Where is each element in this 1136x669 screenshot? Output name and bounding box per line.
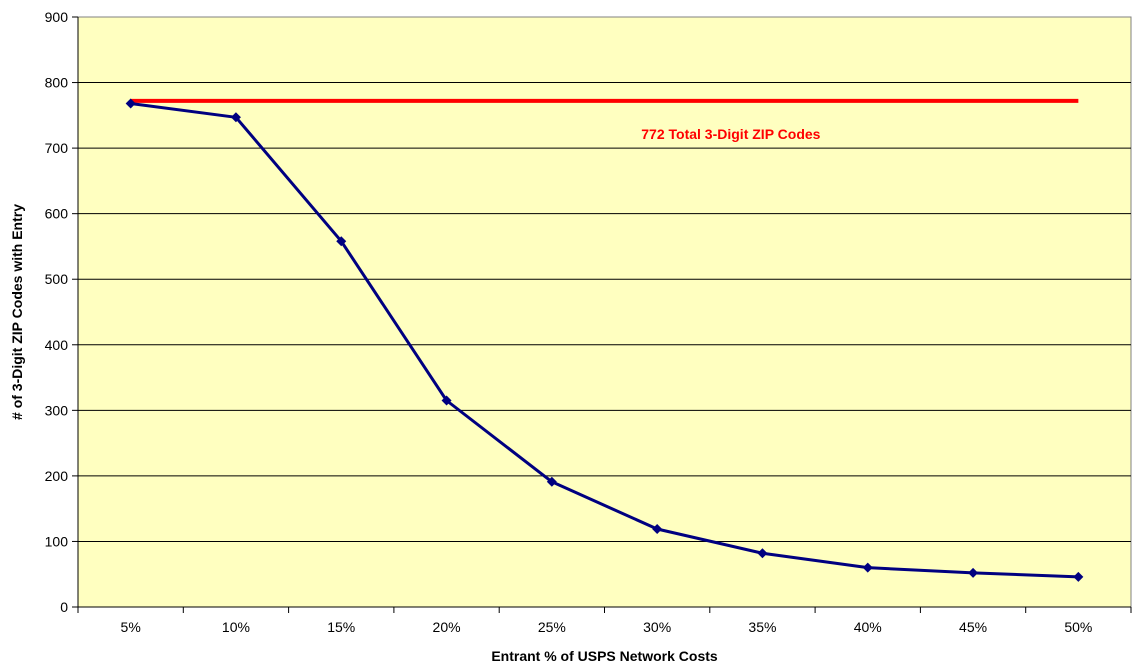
data-point — [230, 112, 241, 123]
data-point — [546, 476, 557, 487]
x-tick-label: 5% — [121, 619, 141, 635]
y-tick-label: 0 — [60, 599, 68, 615]
data-point — [1073, 571, 1084, 582]
x-tick-label: 25% — [538, 619, 566, 635]
series-group — [125, 98, 1084, 582]
x-tick-label: 40% — [854, 619, 882, 635]
y-axis-title: # of 3-Digit ZIP Codes with Entry — [9, 204, 25, 420]
reference-line-group: 772 Total 3-Digit ZIP Codes — [130, 98, 1079, 142]
data-point — [862, 562, 873, 573]
x-tick-label: 15% — [327, 619, 355, 635]
data-point — [336, 236, 347, 247]
y-tick-label: 600 — [45, 206, 69, 222]
y-tick-label: 300 — [45, 402, 69, 418]
axes — [72, 16, 1132, 613]
x-tick-label: 35% — [748, 619, 776, 635]
data-point — [125, 98, 136, 109]
series-line — [130, 102, 1079, 579]
x-tick-label: 20% — [433, 619, 461, 635]
x-axis-title: Entrant % of USPS Network Costs — [491, 648, 718, 664]
y-tick-label: 200 — [45, 468, 69, 484]
x-tick-label: 45% — [959, 619, 987, 635]
x-tick-label: 30% — [643, 619, 671, 635]
y-tick-label: 500 — [45, 271, 69, 287]
data-point — [441, 395, 452, 406]
y-tick-label: 100 — [45, 533, 69, 549]
x-tick-label: 50% — [1064, 619, 1092, 635]
data-point — [968, 567, 979, 578]
data-point — [757, 548, 768, 559]
x-tick-label: 10% — [222, 619, 250, 635]
y-tick-label: 700 — [45, 140, 69, 156]
reference-line-label: 772 Total 3-Digit ZIP Codes — [641, 126, 820, 142]
gridlines — [78, 82, 1131, 542]
plot-area — [77, 16, 1132, 608]
data-point — [652, 523, 663, 534]
y-tick-label: 900 — [45, 9, 69, 25]
x-axis-tick-labels: 5% 10% 15% 20% 25% 30% 35% 40% 45% 50% — [121, 619, 1093, 635]
y-axis-tick-labels: 0 100 200 300 400 500 600 700 800 900 — [45, 9, 69, 615]
y-tick-label: 400 — [45, 337, 69, 353]
y-tick-label: 800 — [45, 75, 69, 91]
